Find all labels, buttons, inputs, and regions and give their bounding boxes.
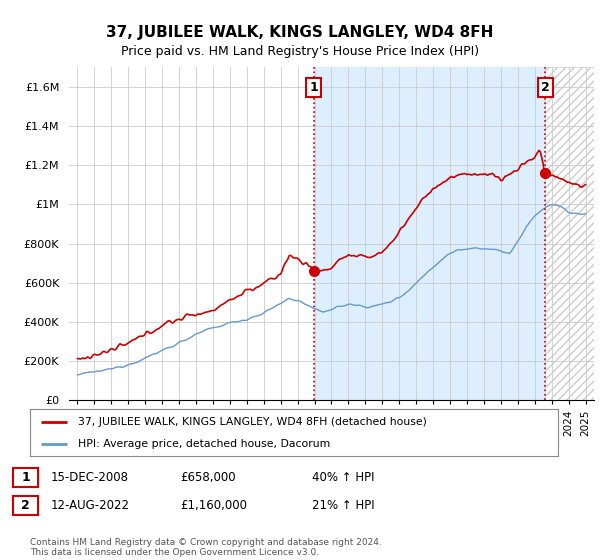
Text: 1: 1 [310, 81, 318, 94]
Text: 15-DEC-2008: 15-DEC-2008 [51, 470, 129, 484]
Text: HPI: Average price, detached house, Dacorum: HPI: Average price, detached house, Daco… [77, 438, 330, 449]
Text: 21% ↑ HPI: 21% ↑ HPI [312, 498, 374, 512]
Text: 40% ↑ HPI: 40% ↑ HPI [312, 470, 374, 484]
Text: 2: 2 [22, 498, 30, 512]
Bar [545, 67, 594, 400]
Text: 2: 2 [541, 81, 550, 94]
Text: 12-AUG-2022: 12-AUG-2022 [51, 498, 130, 512]
Text: 37, JUBILEE WALK, KINGS LANGLEY, WD4 8FH: 37, JUBILEE WALK, KINGS LANGLEY, WD4 8FH [106, 25, 494, 40]
Text: £1,160,000: £1,160,000 [180, 498, 247, 512]
Text: 1: 1 [22, 470, 30, 484]
Text: Price paid vs. HM Land Registry's House Price Index (HPI): Price paid vs. HM Land Registry's House … [121, 45, 479, 58]
Text: £658,000: £658,000 [180, 470, 236, 484]
Text: 37, JUBILEE WALK, KINGS LANGLEY, WD4 8FH (detached house): 37, JUBILEE WALK, KINGS LANGLEY, WD4 8FH… [77, 417, 427, 427]
Bar [314, 67, 545, 400]
Text: Contains HM Land Registry data © Crown copyright and database right 2024.
This d: Contains HM Land Registry data © Crown c… [30, 538, 382, 557]
